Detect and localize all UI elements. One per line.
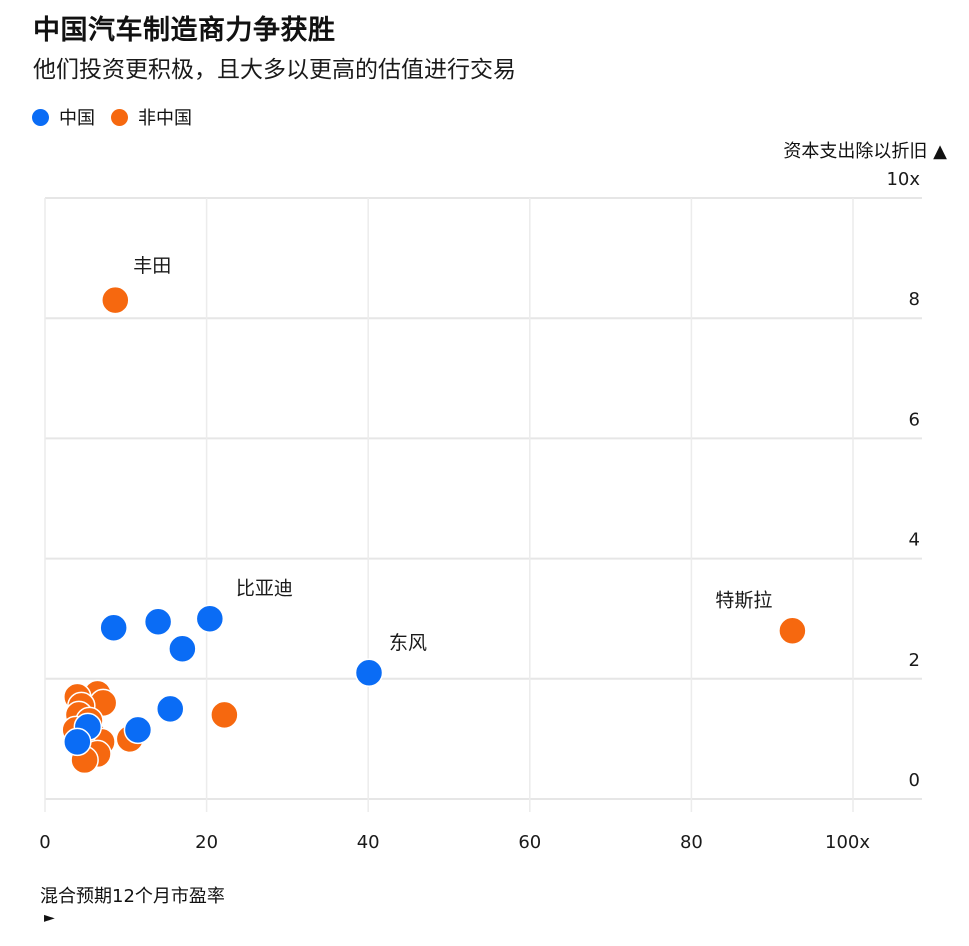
y-tick-label: 10x [886,169,920,190]
legend-item-non-china: 非中国 [111,104,192,130]
x-tick-label: 80 [680,832,703,853]
legend-dot-china [32,108,49,126]
x-axis-arrow-icon: ► [44,910,55,926]
legend-dot-non-china [111,108,128,126]
y-tick-label: 2 [909,650,920,671]
china-point [63,727,92,757]
china-point [99,613,128,642]
non-china-point [101,285,130,315]
china-point [143,607,173,636]
x-tick-label: 100x [825,832,870,853]
point-annotation: 特斯拉 [715,590,772,612]
non-china-point [778,616,807,645]
legend-label-china: 中国 [59,108,95,129]
point-annotation: 比亚迪 [236,578,293,600]
china-point [123,715,153,745]
non-china-point [210,700,239,730]
legend-label-non-china: 非中国 [138,108,192,129]
y-tick-label: 0 [909,770,920,791]
x-tick-label: 60 [518,832,541,853]
x-axis-title: 混合预期12个月市盈率 [40,886,225,907]
china-point [168,634,197,663]
x-tick-labels: 0 20 40 60 80 100x [39,832,870,853]
y-tick-label: 4 [909,530,920,551]
china-point [195,604,225,633]
chart-subtitle: 他们投资更积极，且大多以更高的估值进行交易 [33,57,516,83]
point-annotation: 东风 [389,632,427,654]
y-axis-arrow-icon: ▲ [933,141,947,162]
y-tick-labels: 0 2 4 6 8 10x [886,169,920,791]
legend: 中国 非中国 [32,104,208,130]
chart-title: 中国汽车制造商力争获胜 [33,15,336,46]
china-point [354,658,384,688]
point-annotation: 丰田 [133,255,171,277]
legend-item-china: 中国 [32,104,95,130]
y-axis-label: 资本支出除以折旧 [783,141,928,162]
x-tick-label: 20 [195,832,218,853]
grid-lines [44,197,922,812]
y-axis-title: 资本支出除以折旧 ▲ [783,137,947,163]
data-points [61,285,807,775]
x-tick-label: 0 [39,832,50,853]
y-tick-label: 6 [909,409,920,430]
china-point [155,694,185,724]
y-tick-label: 8 [909,289,920,310]
x-tick-label: 40 [357,832,380,853]
